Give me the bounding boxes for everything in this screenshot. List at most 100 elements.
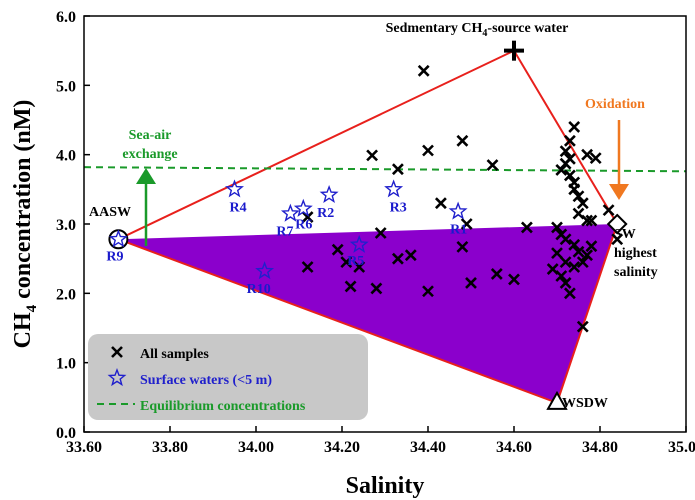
y-tick-label: 1.0 bbox=[56, 356, 76, 373]
sample-marker bbox=[460, 218, 473, 230]
sample-marker bbox=[568, 238, 581, 251]
sample-marker-stroke-b bbox=[366, 149, 379, 162]
sample-marker-stroke-b bbox=[546, 263, 559, 275]
sample-marker bbox=[353, 261, 366, 273]
x-tick-label: 34.80 bbox=[582, 439, 618, 456]
sample-marker bbox=[465, 277, 477, 289]
sample-marker-stroke-b bbox=[301, 211, 314, 223]
sample-marker-stroke-b bbox=[520, 221, 533, 234]
sample-marker-stroke-b bbox=[460, 218, 473, 230]
oxidation-label: Oxidation bbox=[585, 97, 645, 112]
sample-marker-stroke-b bbox=[572, 245, 585, 258]
sample-marker-stroke-b bbox=[456, 240, 469, 253]
sample-marker bbox=[568, 183, 581, 196]
sample-marker bbox=[344, 280, 357, 293]
sample-marker bbox=[559, 145, 572, 158]
equilibrium-line bbox=[83, 166, 687, 173]
sample-marker-stroke-b bbox=[568, 261, 581, 273]
sample-marker-stroke-b bbox=[344, 280, 357, 293]
sample-marker bbox=[563, 134, 576, 147]
legend-label-samples: All samples bbox=[140, 347, 209, 362]
sample-marker-stroke-b bbox=[551, 221, 563, 234]
sw-label-line2: highest bbox=[614, 246, 657, 261]
sample-marker bbox=[551, 247, 563, 260]
sample-marker-stroke-b bbox=[602, 204, 615, 217]
sample-marker bbox=[434, 197, 447, 210]
sample-marker bbox=[486, 159, 499, 171]
sample-marker-stroke-b bbox=[559, 233, 572, 246]
sample-marker-stroke-b bbox=[422, 144, 434, 157]
sample-marker bbox=[551, 221, 563, 234]
sample-marker bbox=[366, 149, 379, 162]
y-tick-label: 2.0 bbox=[56, 286, 76, 303]
sample-marker bbox=[456, 134, 469, 147]
y-axis-title-rest: concentration (nM) bbox=[10, 100, 36, 305]
surface-label-r6: R6 bbox=[295, 218, 312, 233]
sw-label-line1: SW bbox=[614, 227, 636, 242]
y-axis-title-subscript: 4 bbox=[24, 304, 40, 312]
sample-marker bbox=[404, 249, 417, 262]
sample-marker bbox=[576, 256, 589, 269]
y-axis-title-main: CH bbox=[10, 312, 36, 348]
sw-label-line3: salinity bbox=[614, 265, 658, 280]
sample-marker bbox=[391, 252, 404, 265]
source-label: Sedmentary CH4-source water bbox=[386, 21, 569, 39]
sample-marker-stroke-b bbox=[486, 159, 499, 171]
legend-marker-samples-stroke-b bbox=[111, 346, 123, 358]
y-axis-title: CH4 concentration (nM) bbox=[10, 100, 40, 349]
surface-star-marker bbox=[225, 179, 244, 198]
sample-marker-stroke-b bbox=[563, 287, 576, 300]
x-axis-title: Salinity bbox=[346, 473, 425, 499]
legend: All samples Surface waters (<5 m) Equilibr… bbox=[88, 334, 368, 420]
x-tick-label: 33.60 bbox=[66, 439, 102, 456]
surface-label-r4: R4 bbox=[230, 200, 247, 215]
sample-marker-stroke-b bbox=[576, 320, 589, 333]
x-tick-label: 34.60 bbox=[496, 439, 532, 456]
sample-marker-stroke-b bbox=[576, 197, 589, 210]
sample-marker-stroke-b bbox=[585, 214, 598, 227]
sample-marker bbox=[555, 270, 568, 282]
sample-marker-stroke-b bbox=[353, 261, 366, 273]
sample-marker-stroke-b bbox=[434, 197, 447, 210]
sample-marker-stroke-b bbox=[559, 145, 572, 158]
x-tick-label: 33.80 bbox=[152, 439, 188, 456]
sample-marker-stroke-b bbox=[456, 134, 469, 147]
sample-marker bbox=[563, 169, 576, 182]
wsdw-label: WSDW bbox=[562, 396, 608, 411]
sample-marker-stroke-b bbox=[301, 261, 314, 273]
sample-marker-stroke-b bbox=[589, 152, 602, 165]
wsdw-marker bbox=[546, 390, 568, 410]
surface-star-marker bbox=[280, 203, 300, 222]
axes-layer: 33.60 33.80 34.00 34.20 34.40 34.60 34.80 35.0 0… bbox=[10, 9, 695, 499]
x-tick-label: 34.20 bbox=[324, 439, 360, 456]
source-label-main: Sedmentary CH bbox=[386, 21, 483, 36]
sample-marker-stroke-b bbox=[563, 169, 576, 182]
source-label-subscript: 4 bbox=[482, 28, 487, 39]
sample-marker bbox=[581, 249, 594, 262]
sample-marker bbox=[585, 214, 598, 227]
sample-marker-stroke-b bbox=[559, 277, 572, 289]
sample-marker bbox=[508, 273, 520, 286]
sample-marker-stroke-b bbox=[581, 148, 594, 161]
y-tick-label: 5.0 bbox=[56, 78, 76, 95]
sample-marker bbox=[374, 227, 387, 239]
sample-marker bbox=[572, 245, 585, 258]
surface-star-marker bbox=[448, 201, 468, 220]
sample-marker bbox=[576, 197, 589, 210]
sample-marker-stroke-b bbox=[559, 157, 572, 170]
sample-marker bbox=[602, 204, 615, 217]
sample-marker bbox=[576, 320, 589, 333]
sample-marker bbox=[559, 277, 572, 289]
surface-label-r5: R5 bbox=[347, 254, 364, 269]
y-tick-label: 6.0 bbox=[56, 9, 76, 26]
sample-marker-stroke-b bbox=[555, 164, 568, 176]
sample-marker-stroke-b bbox=[555, 270, 568, 282]
surface-star-marker bbox=[349, 234, 369, 253]
sample-marker-stroke-b bbox=[576, 256, 589, 269]
sea-air-label-line1: Sea-air bbox=[129, 128, 172, 143]
sample-marker-stroke-b bbox=[374, 227, 387, 239]
source-label-rest: -source water bbox=[487, 21, 568, 36]
sample-marker-stroke-b bbox=[572, 190, 585, 203]
sample-marker bbox=[417, 64, 430, 77]
